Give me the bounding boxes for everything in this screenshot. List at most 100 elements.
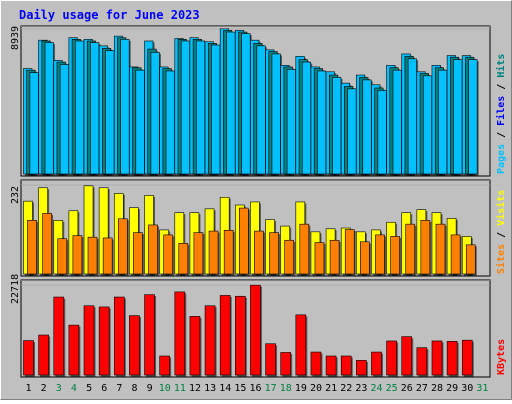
- bar-sites-day-4: [72, 235, 83, 275]
- x-tick-label: 29: [446, 383, 458, 394]
- bar-pages-day-11: [180, 40, 190, 175]
- x-tick-label: 24: [371, 383, 383, 394]
- bar-kbytes-day-13: [204, 305, 216, 376]
- bar-sites-day-3: [57, 238, 68, 275]
- bar-sites-day-10: [163, 234, 173, 275]
- x-tick-label: 19: [295, 383, 307, 394]
- bar-kbytes-day-17: [265, 343, 276, 376]
- bar-pages-day-23: [362, 79, 372, 175]
- x-tick-label: 15: [234, 383, 246, 394]
- bar-kbytes-day-8: [129, 315, 140, 376]
- bar-sites-day-20: [314, 242, 325, 275]
- legend-part: /: [496, 226, 507, 244]
- bar-pages-day-1: [29, 72, 39, 175]
- x-tick-label: 8: [131, 383, 137, 394]
- bar-kbytes-day-5: [83, 305, 95, 376]
- bar-kbytes-day-18: [280, 352, 291, 376]
- bar-sites-day-12: [193, 232, 204, 275]
- bar-pages-day-3: [59, 64, 69, 175]
- bar-sites-day-29: [450, 234, 461, 275]
- bar-sites-day-11: [178, 243, 189, 275]
- x-tick-label: 31: [476, 383, 488, 394]
- bar-kbytes-day-25: [386, 340, 397, 376]
- x-tick-label: 28: [431, 383, 443, 394]
- x-tick-label: 25: [386, 383, 398, 394]
- legend-part: /: [496, 78, 507, 96]
- bar-sites-day-15: [239, 207, 249, 275]
- bar-pages-day-2: [44, 42, 54, 175]
- bar-kbytes-day-23: [356, 360, 367, 376]
- series-legend-label: KBytes: [496, 339, 507, 375]
- bar-kbytes-day-6: [98, 306, 110, 376]
- bar-kbytes-day-29: [446, 341, 458, 376]
- bar-pages-day-16: [256, 45, 266, 175]
- bar-kbytes-day-20: [310, 351, 322, 376]
- bar-pages-day-20: [317, 70, 327, 175]
- x-tick-label: 11: [174, 383, 186, 394]
- bar-pages-day-17: [271, 53, 281, 175]
- x-tick-label: 23: [355, 383, 367, 394]
- series-legend-label: Sites / Visits: [495, 190, 507, 274]
- bar-kbytes-day-2: [38, 334, 49, 376]
- x-tick-label: 1: [26, 383, 32, 394]
- bar-pages-day-4: [74, 40, 85, 175]
- legend-part: Sites: [495, 244, 507, 274]
- bar-pages-day-15: [241, 33, 251, 175]
- legend-part: Files: [495, 96, 507, 126]
- x-tick-label: 17: [265, 383, 277, 394]
- panel-kbytes: 22718 KBytes: [10, 274, 507, 378]
- bar-pages-day-24: [377, 90, 387, 175]
- panel-hits-files-pages: 8939 Pages / Files / Hits: [10, 25, 507, 177]
- bar-sites-day-22: [344, 229, 355, 275]
- x-tick-label: 10: [159, 383, 171, 394]
- bar-sites-day-9: [148, 224, 158, 275]
- legend-part: KBytes: [496, 339, 507, 375]
- bar-pages-day-14: [226, 31, 236, 175]
- x-tick-label: 30: [461, 383, 473, 394]
- bar-sites-day-8: [133, 232, 143, 275]
- x-tick-label: 27: [416, 383, 428, 394]
- bar-kbytes-day-16: [250, 284, 261, 376]
- bar-sites-day-25: [390, 236, 400, 275]
- bar-kbytes-day-24: [371, 351, 382, 376]
- x-tick-label: 16: [249, 383, 261, 394]
- x-tick-label: 3: [56, 383, 62, 394]
- bar-pages-day-13: [211, 44, 221, 175]
- bar-pages-day-8: [135, 69, 145, 175]
- bar-kbytes-day-1: [23, 340, 34, 376]
- bar-sites-day-17: [269, 232, 279, 275]
- x-tick-label: 18: [280, 383, 292, 394]
- y-axis-max-label: 22718: [10, 274, 21, 304]
- bar-pages-day-30: [468, 59, 478, 175]
- bar-kbytes-day-14: [219, 295, 231, 376]
- x-tick-label: 20: [310, 383, 322, 394]
- chart-title: Daily usage for June 2023: [19, 8, 200, 22]
- legend-part: Hits: [495, 54, 507, 78]
- bar-kbytes-day-30: [461, 339, 473, 376]
- x-tick-label: 26: [401, 383, 413, 394]
- bar-pages-day-12: [196, 40, 206, 175]
- y-axis-max-label: 8939: [10, 26, 21, 50]
- bar-kbytes-day-4: [68, 324, 80, 376]
- bar-sites-day-28: [435, 223, 446, 275]
- bar-sites-day-19: [299, 223, 310, 275]
- bar-kbytes-day-28: [431, 340, 443, 376]
- bar-sites-day-1: [27, 220, 37, 275]
- bar-pages-day-29: [453, 59, 463, 175]
- x-tick-label: 14: [219, 383, 231, 394]
- x-tick-label: 12: [189, 383, 201, 394]
- bar-kbytes-day-19: [295, 314, 307, 376]
- legend-part: Pages: [496, 144, 507, 174]
- bar-sites-day-18: [284, 239, 294, 275]
- chart-panels: 8939 Pages / Files / Hits 232 Sites / Visit…: [10, 25, 507, 378]
- bar-kbytes-day-22: [340, 355, 352, 376]
- bar-pages-day-5: [90, 42, 100, 175]
- bar-sites-day-30: [465, 244, 476, 275]
- bar-sites-day-14: [223, 230, 234, 275]
- bar-pages-day-10: [165, 70, 175, 175]
- panel-visits-sites: 232 Sites / Visits: [10, 179, 507, 277]
- bar-pages-day-9: [150, 52, 160, 175]
- bar-kbytes-day-7: [113, 296, 125, 376]
